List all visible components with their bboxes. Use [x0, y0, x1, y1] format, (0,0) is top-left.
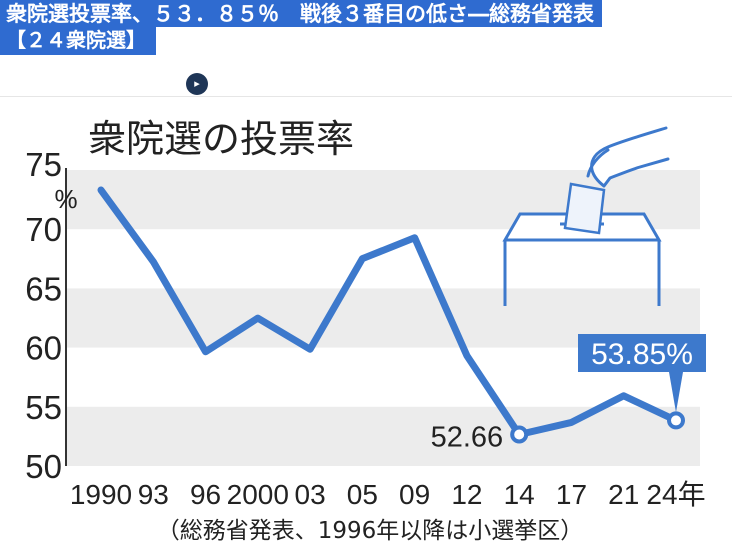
y-tick-label: 70	[25, 211, 62, 248]
headline-line-1[interactable]: 衆院選投票率、５３．８５％ 戦後３番目の低さ―総務省発表	[0, 0, 602, 27]
ballot-box-hand-icon	[502, 126, 670, 306]
x-tick-label: 14	[504, 479, 535, 510]
y-tick-label: 55	[25, 389, 62, 426]
y-unit-label: %	[54, 184, 77, 214]
x-tick-label: 24年	[646, 479, 705, 510]
x-tick-label: 21	[608, 479, 639, 510]
x-tick-label: 03	[295, 479, 326, 510]
x-tick-label: 96	[190, 479, 221, 510]
data-point-marker	[510, 425, 529, 444]
callout-pointer	[669, 372, 683, 413]
data-points	[510, 411, 685, 444]
y-tick-label: 60	[25, 330, 62, 367]
x-tick-label: 09	[399, 479, 430, 510]
y-tick-label: 65	[25, 270, 62, 307]
source-note: （総務省発表、1996年以降は小選挙区）	[157, 518, 584, 544]
callout-label: 53.85%	[591, 338, 693, 371]
x-tick-label: 93	[138, 479, 169, 510]
divider	[0, 96, 732, 97]
headline-line-2[interactable]: 【２４衆院選】	[0, 27, 156, 55]
x-tick-label: 17	[556, 479, 587, 510]
y-tick-labels: 50 55 60 65 70 75	[25, 146, 62, 485]
data-point-marker	[667, 411, 685, 430]
y-tick-label: 75	[25, 146, 62, 183]
annotations: 52.66 53.85%	[431, 334, 706, 454]
x-tick-label: 12	[451, 479, 482, 510]
data-label: 52.66	[431, 422, 504, 454]
callout-box	[578, 334, 706, 372]
x-tick-label: 2000	[227, 479, 289, 510]
play-badge-icon[interactable]: ▸	[186, 73, 208, 95]
grid-band	[66, 406, 700, 466]
chart-title: 衆院選の投票率	[88, 117, 354, 161]
x-tick-label: 05	[347, 479, 378, 510]
x-tick-labels: 1990 93 96 2000 03 05 09 12 14 17 21 24年	[70, 479, 706, 510]
turnout-line	[97, 186, 680, 439]
y-tick-label: 50	[25, 448, 62, 485]
x-tick-label: 1990	[70, 479, 132, 510]
